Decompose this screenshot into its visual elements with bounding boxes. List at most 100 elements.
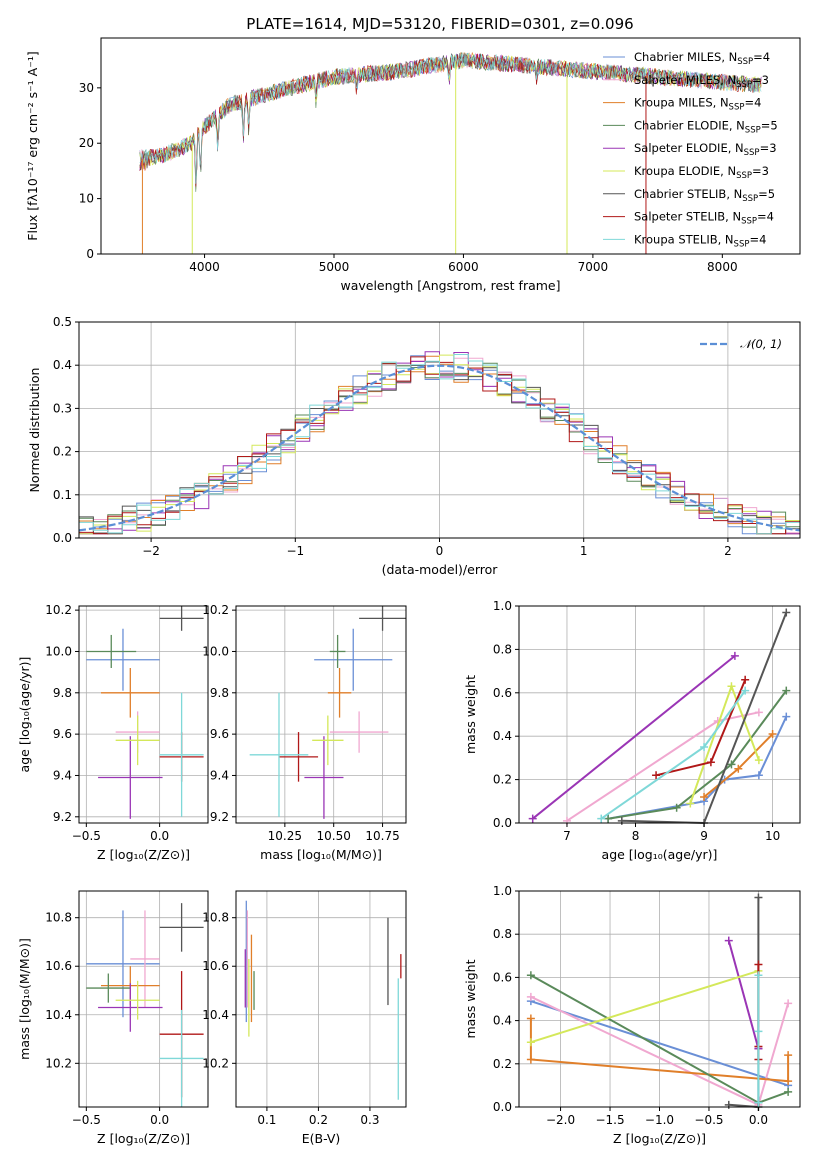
weight-series-line: [727, 940, 760, 1049]
weight-point-marker: [724, 1100, 733, 1109]
x-tick-label: −2.0: [546, 1113, 575, 1127]
weight-point-marker: [604, 814, 613, 823]
weight-point-marker: [597, 814, 606, 823]
y-tick-label: 9.8: [53, 686, 72, 700]
y-tick-label: 1.0: [493, 599, 512, 613]
weight-point-marker: [700, 792, 709, 801]
weight-point-marker: [784, 1051, 793, 1060]
y-tick-label: 9.4: [210, 768, 229, 782]
weight-point-marker: [754, 960, 763, 969]
y-tick-label: 0.8: [493, 927, 512, 941]
axes-frame: [235, 890, 407, 1108]
y-axis-label: age [log₁₀(age/yr)]: [17, 657, 32, 773]
y-tick-label: 9.8: [210, 686, 229, 700]
legend-entry: Salpeter ELODIE, NSSP=3: [634, 141, 777, 158]
weight-series-line: [607, 716, 788, 820]
y-tick-label: 10.2: [202, 603, 229, 617]
weight-point-marker: [526, 1055, 535, 1064]
x-tick-label: 0.2: [309, 1113, 328, 1127]
weight-point-marker: [741, 675, 750, 684]
y-tick-label: 0.4: [493, 1014, 512, 1028]
x-tick-label: 4000: [189, 260, 220, 274]
y-tick-label: 10.0: [45, 644, 72, 658]
weight-point-marker: [754, 1098, 763, 1107]
weight-point-marker: [672, 803, 681, 812]
weight-point-marker: [754, 893, 763, 902]
y-tick-label: 10.8: [45, 911, 72, 925]
legend-entry: Salpeter STELIB, NSSP=4: [634, 210, 774, 227]
weight-point-marker: [617, 816, 626, 825]
weight-point-marker: [700, 743, 709, 752]
legend-entry: Kroupa ELODIE, NSSP=3: [634, 164, 769, 181]
x-tick-label: −0.5: [694, 1113, 723, 1127]
y-tick-label: 0.2: [493, 1057, 512, 1071]
y-tick-label: 9.6: [210, 727, 229, 741]
y-axis-label: Flux [fλ10⁻¹⁷ erg cm⁻² s⁻¹ A⁻¹]: [25, 51, 40, 240]
x-axis-label: mass [log₁₀(M/M⊙)]: [260, 847, 382, 862]
histogram-series: [79, 354, 800, 535]
x-tick-label: 7000: [578, 260, 609, 274]
x-tick-label: −0.5: [72, 829, 101, 843]
y-axis-label: mass weight: [463, 675, 478, 754]
weight-point-marker: [727, 760, 736, 769]
weight-point-marker: [782, 608, 791, 617]
weight-series-line: [689, 683, 760, 804]
weight-point-marker: [724, 936, 733, 945]
x-tick-label: −2: [142, 544, 160, 558]
x-axis-label: Z [log₁₀(Z/Z⊙)]: [97, 847, 190, 862]
x-tick-label: 10.75: [365, 829, 399, 843]
weight-point-marker: [754, 708, 763, 717]
x-axis-label: wavelength [Angstrom, rest frame]: [340, 278, 560, 293]
weight-point-marker: [686, 799, 695, 808]
x-tick-label: 8: [632, 829, 640, 843]
spectrum-line: [139, 52, 762, 187]
x-axis-label: age [log₁₀(age/yr)]: [602, 847, 718, 862]
weight-point-marker: [526, 971, 535, 980]
weight-point-marker: [754, 756, 763, 765]
y-tick-label: 9.2: [210, 810, 229, 824]
weight-series-line: [530, 1000, 789, 1087]
y-axis-label: Normed distribution: [27, 368, 42, 493]
y-tick-label: 0.6: [493, 970, 512, 984]
x-axis-label: Z [log₁₀(Z/Z⊙)]: [613, 1131, 706, 1146]
y-tick-label: 10.2: [45, 603, 72, 617]
weight-point-marker: [727, 682, 736, 691]
x-tick-label: 6000: [448, 260, 479, 274]
mass-vs-ebv-panel: 0.1 0.2 0.3 10.2 10.4 10.6 10.8 E(B-V): [202, 890, 407, 1146]
weight-point-marker: [784, 1077, 793, 1086]
weight-point-marker: [734, 764, 743, 773]
weight-series-line: [532, 655, 736, 820]
y-tick-label: 10.2: [45, 1056, 72, 1070]
y-tick-label: 0.0: [53, 531, 72, 545]
spectrum-line: [139, 52, 762, 184]
x-tick-label: 8000: [707, 260, 738, 274]
x-tick-label: 9: [700, 829, 708, 843]
weight-point-marker: [741, 686, 750, 695]
y-tick-label: 10.4: [202, 1008, 229, 1022]
mass-vs-metallicity-panel: −0.5 0.0 10.2 10.4 10.6 10.8 Z [log₁₀(Z/Z⊙)] ma…: [17, 890, 209, 1146]
x-tick-label: 10.25: [268, 829, 302, 843]
legend-entry: Kroupa STELIB, NSSP=4: [634, 232, 766, 249]
y-tick-label: 30: [79, 81, 94, 95]
x-axis-label: Z [log₁₀(Z/Z⊙)]: [97, 1131, 190, 1146]
y-tick-label: 9.4: [53, 768, 72, 782]
x-tick-label: 5000: [319, 260, 350, 274]
x-axis-label: E(B-V): [302, 1131, 341, 1146]
x-tick-label: 0.1: [257, 1113, 276, 1127]
legend-entry: Chabrier MILES, NSSP=4: [634, 50, 770, 67]
x-tick-label: 0: [436, 544, 444, 558]
y-axis-label: mass [log₁₀(M/M⊙)]: [17, 938, 32, 1060]
y-axis-label: mass weight: [463, 959, 478, 1038]
massweight-vs-metallicity-panel: −2.0 −1.5 −1.0 −0.5 0.0 0.0 0.2 0.4 0.6 0.8 1.0 Z […: [463, 884, 801, 1146]
weight-point-marker: [706, 758, 715, 767]
x-tick-label: 2: [724, 544, 732, 558]
weight-point-marker: [526, 1038, 535, 1047]
y-tick-label: 0.2: [53, 445, 72, 459]
weight-point-marker: [528, 814, 537, 823]
y-tick-label: 0.5: [53, 315, 72, 329]
massweight-vs-age-panel: 7 8 9 10 0.0 0.2 0.4 0.6 0.8 1.0 age [log₁₀(age/yr…: [463, 599, 801, 862]
weight-point-marker: [652, 771, 661, 780]
weight-point-marker: [754, 971, 763, 980]
x-tick-label: 10: [765, 829, 780, 843]
